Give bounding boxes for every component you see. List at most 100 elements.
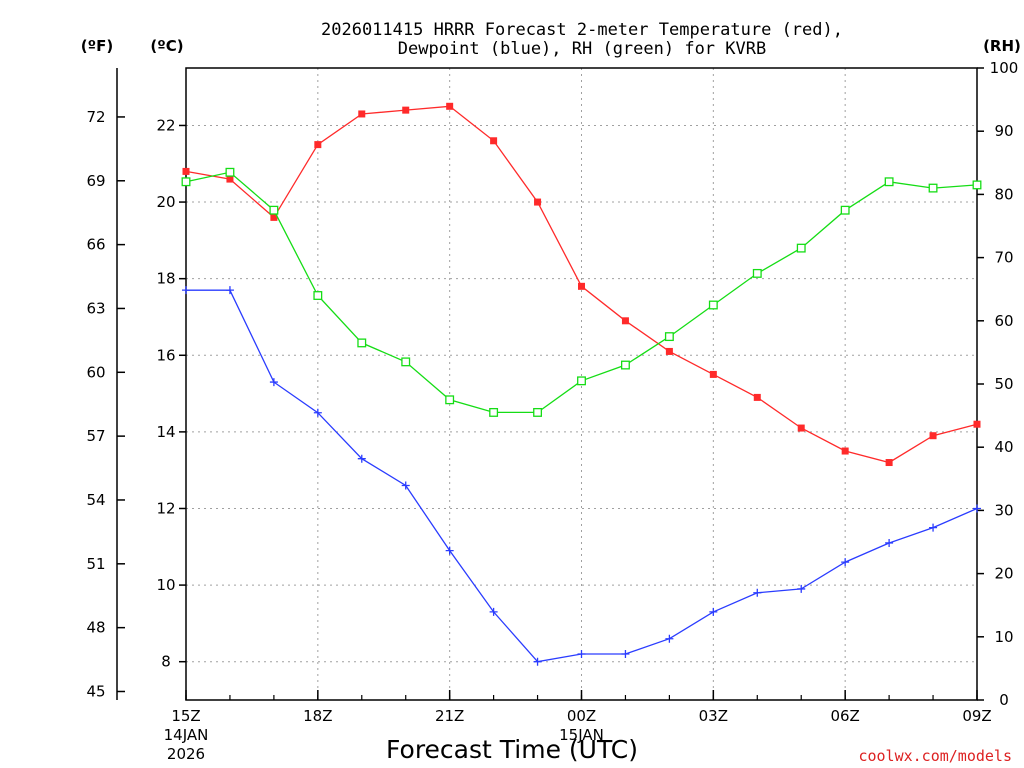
rh-point [181, 177, 191, 187]
temperature-point [797, 424, 805, 432]
series-lines [181, 102, 982, 666]
celsius-tick-label: 22 [156, 116, 175, 134]
temperature-point [226, 175, 234, 183]
rh-tick-label: 80 [994, 185, 1013, 203]
dewpoint-point [929, 523, 938, 532]
chart-title-line1: 2026011415 HRRR Forecast 2-meter Tempera… [321, 20, 843, 40]
dewpoint-point [841, 558, 850, 567]
rh-point [577, 376, 586, 386]
x-tick-label: 06Z [830, 707, 859, 725]
rh-unit-label: (RH) [983, 37, 1021, 55]
fahrenheit-tick-label: 51 [86, 555, 105, 573]
fahrenheit-tick-label: 69 [86, 172, 105, 190]
rh-tick-label: 70 [994, 249, 1013, 267]
temperature-point [270, 213, 278, 221]
dewpoint-point [269, 378, 278, 387]
dewpoint-point [313, 408, 322, 417]
fahrenheit-tick-label: 63 [86, 299, 105, 317]
fahrenheit-tick-label: 72 [86, 108, 105, 126]
dewpoint-point [489, 607, 498, 616]
temperature-point [314, 141, 322, 149]
dewpoint-point [182, 286, 190, 295]
rh-tick-label: 10 [994, 628, 1013, 646]
rh-point [313, 291, 323, 300]
rh-ticks: 0 10 20 30 40 50 60 70 80 90 100 [977, 59, 1018, 709]
rh-tick-label: 100 [990, 59, 1019, 77]
celsius-tick-label: 20 [156, 193, 175, 211]
x-tick-label: 15Z [171, 707, 200, 725]
fahrenheit-tick-label: 66 [86, 236, 105, 254]
rh-point [401, 357, 411, 367]
fahrenheit-tick-label: 48 [86, 619, 105, 637]
temperature-point [621, 317, 629, 325]
rh-point [884, 177, 894, 187]
dewpoint-point [577, 650, 586, 659]
x-tick-label: 09Z [962, 707, 991, 725]
dewpoint-point [665, 634, 674, 643]
x-tick-year-label: 2026 [167, 745, 205, 763]
fahrenheit-unit-label: (ºF) [81, 37, 113, 55]
temperature-point [446, 102, 454, 110]
celsius-tick-label: 10 [156, 576, 175, 594]
x-tick-label: 00Z [567, 707, 596, 725]
temperature-point [841, 447, 849, 455]
celsius-tick-label: 12 [156, 499, 175, 517]
rh-point [489, 407, 499, 417]
rh-point [445, 395, 455, 405]
celsius-tick-label: 14 [156, 423, 175, 441]
rh-tick-label: 90 [994, 122, 1013, 140]
dewpoint-point [225, 286, 234, 295]
temperature-point [929, 432, 937, 440]
rh-point [357, 338, 367, 348]
rh-point [620, 360, 630, 370]
x-tick-date-label: 15JAN [559, 726, 604, 744]
dewpoint-point [973, 504, 981, 513]
celsius-ticks: 8 10 12 14 16 18 20 22 [156, 116, 186, 671]
x-tick-label: 21Z [435, 707, 464, 725]
celsius-tick-label: 18 [156, 270, 175, 288]
temperature-point [490, 137, 498, 145]
rh-tick-label: 0 [999, 691, 1009, 709]
temperature-point [665, 347, 673, 355]
temperature-point [709, 370, 717, 378]
temperature-point [358, 110, 366, 118]
dewpoint-point [445, 546, 454, 555]
celsius-unit-label: (ºC) [150, 37, 183, 55]
fahrenheit-tick-label: 45 [86, 682, 105, 700]
dewpoint-point [401, 481, 410, 490]
rh-point [225, 167, 235, 177]
temperature-point [753, 393, 761, 401]
rh-point [533, 407, 543, 417]
fahrenheit-tick-label: 57 [86, 427, 105, 445]
chart-title-line2: Dewpoint (blue), RH (green) for KVRB [398, 39, 766, 59]
rh-line [185, 171, 978, 414]
x-tick-label: 18Z [303, 707, 332, 725]
rh-point [796, 243, 806, 253]
fahrenheit-tick-label: 60 [86, 363, 105, 381]
rh-point [840, 205, 850, 215]
credit-text: coolwx.com/models [858, 747, 1012, 765]
temperature-point [578, 282, 585, 290]
dewpoint-point [753, 588, 762, 597]
dewpoint-point [621, 650, 630, 659]
x-tick-date-label: 14JAN [164, 726, 209, 744]
temperature-point [973, 420, 981, 428]
rh-point [708, 300, 718, 310]
fahrenheit-ticks: 45 48 51 54 57 60 63 66 69 72 [86, 108, 125, 700]
dewpoint-point [357, 454, 366, 463]
rh-point [752, 268, 762, 278]
temperature-point [534, 198, 542, 206]
dewpoint-point [709, 607, 718, 616]
temperature-point [885, 459, 893, 467]
celsius-tick-label: 8 [161, 653, 171, 671]
rh-point [269, 205, 279, 215]
fahrenheit-tick-label: 54 [86, 491, 105, 509]
rh-point [928, 183, 938, 193]
dewpoint-point [885, 538, 894, 547]
rh-tick-label: 40 [994, 438, 1013, 456]
dewpoint-point [797, 584, 806, 593]
rh-tick-label: 30 [994, 501, 1013, 519]
x-tick-label: 03Z [699, 707, 728, 725]
